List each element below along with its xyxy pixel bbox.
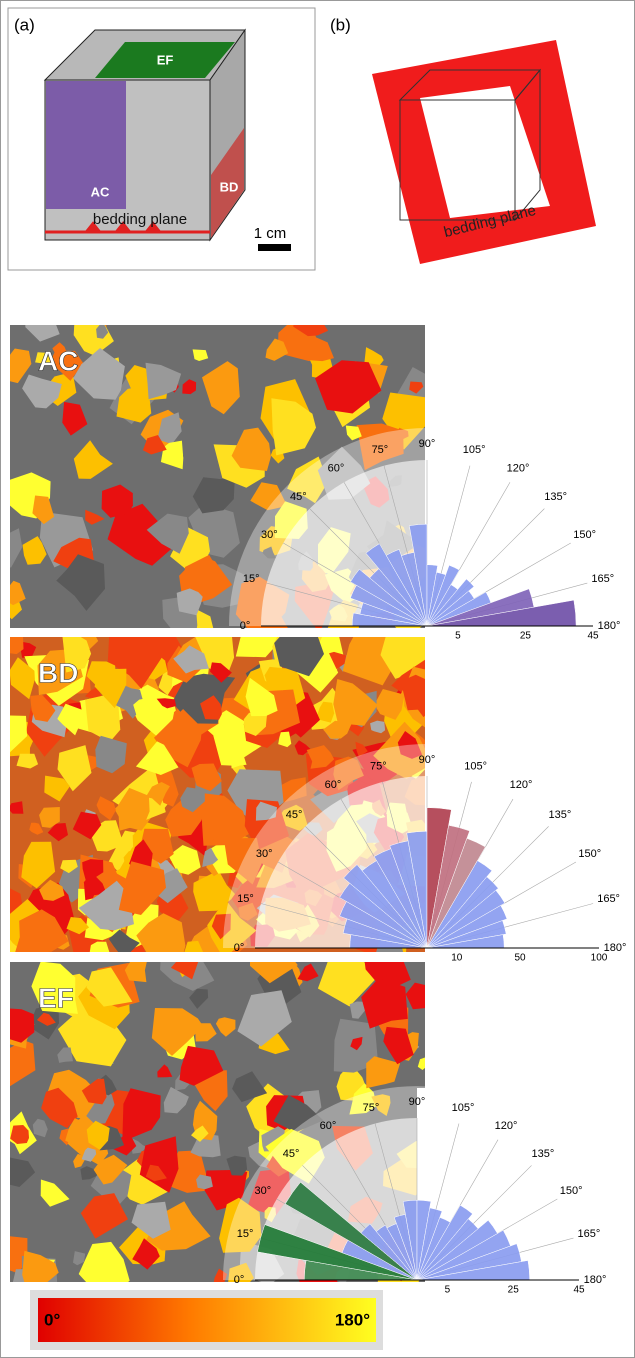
theta-tick-label: 45° — [286, 809, 303, 821]
theta-tick-label: 150° — [573, 529, 596, 541]
theta-tick-label: 150° — [578, 848, 601, 860]
theta-tick-label: 75° — [363, 1102, 380, 1114]
r-tick-label: 25 — [520, 631, 532, 642]
theta-tick-label: 165° — [591, 573, 614, 585]
theta-tick-label: 105° — [452, 1102, 475, 1114]
scale-label: 1 cm — [254, 225, 287, 242]
face-label: BD — [220, 179, 239, 194]
plane-label: bedding plane — [93, 211, 187, 228]
ac-face — [46, 81, 126, 209]
theta-tick-label: 120° — [510, 779, 533, 791]
theta-tick-label: 45° — [290, 491, 307, 503]
theta-tick-label: 75° — [372, 444, 389, 456]
theta-tick-label: 180° — [584, 1274, 607, 1286]
scale-bar — [258, 244, 291, 251]
r-tick-label: 45 — [587, 631, 599, 642]
theta-tick-label: 120° — [495, 1120, 518, 1132]
theta-tick-label: 30° — [261, 529, 278, 541]
theta-tick-label: 165° — [578, 1228, 601, 1240]
theta-tick-label: 15° — [237, 893, 254, 905]
theta-tick-label: 0° — [234, 942, 245, 954]
theta-tick-label: 105° — [464, 760, 487, 772]
colorbar-label: 180° — [335, 1310, 370, 1329]
theta-tick-label: 120° — [507, 462, 530, 474]
panel-label: (a) — [14, 15, 35, 34]
theta-tick-label: 15° — [243, 573, 260, 585]
panel-title: EF — [38, 982, 74, 1013]
theta-tick-label: 105° — [463, 444, 486, 456]
theta-tick-label: 90° — [409, 1096, 426, 1108]
theta-tick-label: 30° — [255, 1185, 272, 1197]
r-tick-label: 10 — [451, 953, 463, 964]
panel-title: AC — [38, 345, 78, 376]
r-tick-label: 50 — [514, 953, 526, 964]
r-tick-label: 5 — [445, 1285, 451, 1296]
face-label: AC — [91, 184, 110, 199]
theta-tick-label: 135° — [531, 1148, 554, 1160]
theta-tick-label: 180° — [598, 620, 621, 632]
grain — [196, 1175, 213, 1190]
theta-tick-label: 75° — [370, 760, 387, 772]
theta-tick-label: 90° — [419, 754, 436, 766]
theta-tick-label: 30° — [256, 848, 273, 860]
theta-tick-label: 60° — [320, 1120, 337, 1132]
theta-tick-label: 150° — [560, 1185, 583, 1197]
face-label: EF — [157, 52, 174, 67]
colorbar-label: 0° — [44, 1310, 60, 1329]
r-tick-label: 25 — [508, 1285, 520, 1296]
theta-tick-label: 45° — [283, 1148, 300, 1160]
panel-title: BD — [38, 657, 78, 688]
theta-tick-label: 90° — [419, 438, 436, 450]
theta-tick-label: 60° — [328, 462, 345, 474]
figure: (a) EF AC BD bedding plane 1 cm (b) bedd… — [0, 0, 635, 1358]
theta-tick-label: 0° — [240, 620, 251, 632]
theta-tick-label: 0° — [234, 1274, 245, 1286]
theta-tick-label: 60° — [325, 779, 342, 791]
colorbar — [38, 1298, 376, 1342]
r-tick-label: 100 — [591, 953, 608, 964]
panel-label: (b) — [330, 15, 351, 34]
theta-tick-label: 15° — [237, 1228, 254, 1240]
r-tick-label: 45 — [573, 1285, 585, 1296]
theta-tick-label: 135° — [544, 491, 567, 503]
theta-tick-label: 165° — [597, 893, 620, 905]
r-tick-label: 5 — [455, 631, 461, 642]
theta-tick-label: 135° — [549, 809, 572, 821]
